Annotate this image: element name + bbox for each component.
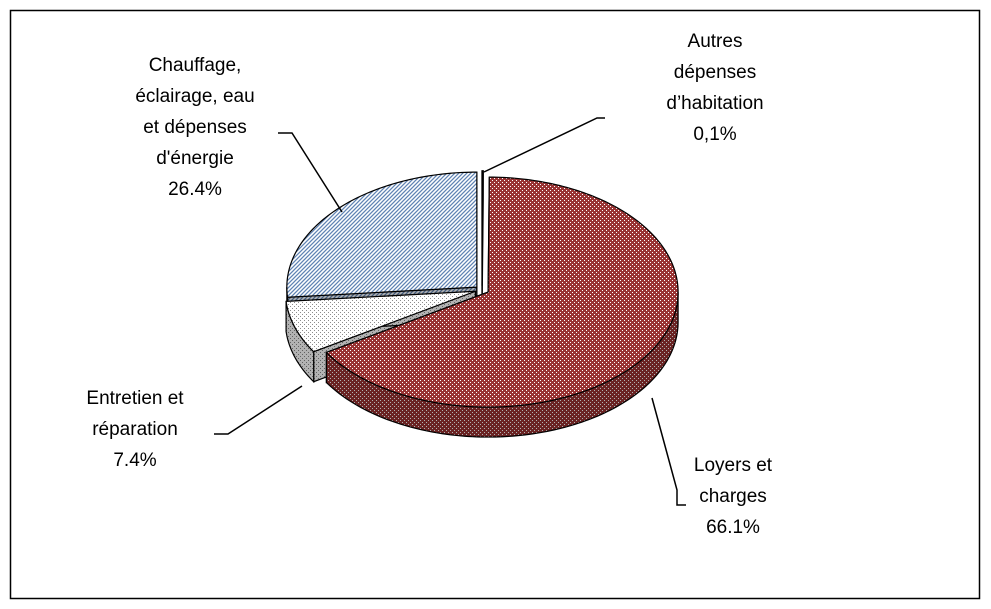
value-label: 26.4% <box>168 179 222 200</box>
pie <box>285 170 679 438</box>
value-label: 66.1% <box>706 517 760 538</box>
label-line: éclairage, eau <box>135 86 254 107</box>
data-label: Entretien et réparation 7.4% <box>86 388 184 471</box>
slice-side <box>286 301 314 382</box>
labels: Autres dépenses d’habitation 0,1% Loyers et c… <box>86 31 772 538</box>
data-label: Chauffage, éclairage, eau et dépenses d'éne… <box>135 55 254 200</box>
label-line: et dépenses <box>143 117 247 138</box>
label-line: d'énergie <box>156 148 234 169</box>
slice <box>325 176 679 408</box>
label-line: Autres <box>688 31 743 52</box>
slice <box>481 170 484 286</box>
slice <box>285 290 476 353</box>
label-line: Loyers et <box>694 455 773 476</box>
leader-line <box>278 132 343 213</box>
leader-line <box>651 397 686 506</box>
slice <box>286 171 478 298</box>
label-line: d’habitation <box>666 93 763 114</box>
slice-side <box>326 292 679 438</box>
value-label: 0,1% <box>693 124 736 145</box>
label-line: Chauffage, <box>149 55 242 76</box>
data-label: Loyers et charges 66.1% <box>694 455 773 538</box>
leader-line <box>483 117 605 173</box>
label-line: réparation <box>92 419 178 440</box>
label-line: dépenses <box>674 62 756 83</box>
data-label: Autres dépenses d’habitation 0,1% <box>666 31 763 145</box>
leader-line <box>214 385 303 435</box>
value-label: 7.4% <box>113 450 156 471</box>
label-line: Entretien et <box>86 388 184 409</box>
label-line: charges <box>699 486 767 507</box>
